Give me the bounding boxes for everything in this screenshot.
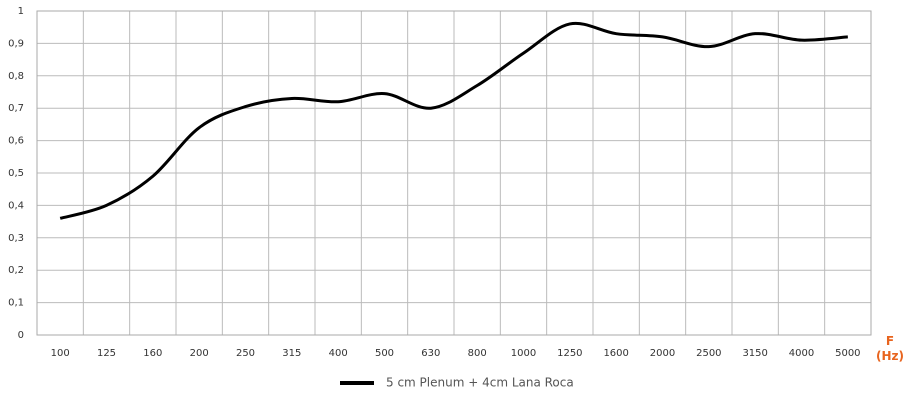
x-tick-label: 250 (236, 348, 255, 359)
y-tick-label: 0,8 (8, 71, 24, 82)
x-tick-label: 4000 (789, 348, 814, 359)
x-tick-label: 400 (329, 348, 348, 359)
y-tick-label: 0,7 (8, 103, 24, 114)
x-tick-label: 800 (468, 348, 487, 359)
y-tick-label: 0,5 (8, 168, 24, 179)
plot-frame (36, 10, 872, 336)
x-tick-label: 125 (97, 348, 116, 359)
x-tick-label: 315 (282, 348, 301, 359)
y-tick-label: 0,3 (8, 233, 24, 244)
x-tick-label: 630 (421, 348, 440, 359)
x-tick-label: 200 (190, 348, 209, 359)
x-tick-label: 1600 (603, 348, 628, 359)
y-tick-label: 0,1 (8, 298, 24, 309)
x-axis-label: F (Hz) (876, 334, 904, 363)
legend-label: 5 cm Plenum + 4cm Lana Roca (386, 376, 574, 390)
data-line (59, 21, 848, 220)
x-tick-label: 5000 (835, 348, 860, 359)
x-tick-label: 3150 (742, 348, 767, 359)
x-tick-label: 1000 (511, 348, 536, 359)
x-tick-label: 500 (375, 348, 394, 359)
x-tick-label: 2500 (696, 348, 721, 359)
y-tick-label: 0,2 (8, 265, 24, 276)
y-tick-label: 0,4 (8, 200, 24, 211)
y-tick-label: 0 (18, 330, 24, 341)
y-tick-label: 0,9 (8, 38, 24, 49)
y-tick-label: 0,6 (8, 136, 24, 147)
x-tick-label: 100 (51, 348, 70, 359)
y-tick-label: 1 (18, 6, 24, 17)
x-tick-label: 160 (143, 348, 162, 359)
x-tick-label: 2000 (650, 348, 675, 359)
x-tick-label: 1250 (557, 348, 582, 359)
